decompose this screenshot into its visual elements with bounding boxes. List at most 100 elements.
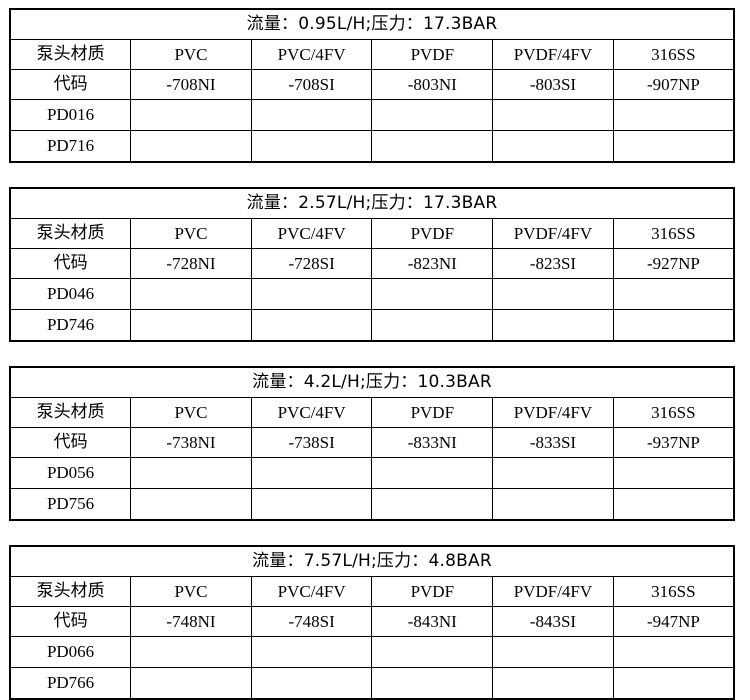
model-cell[interactable] (612, 99, 735, 131)
code-row-label: 代码 (9, 606, 132, 637)
model-cell[interactable] (250, 309, 373, 342)
model-label: PD016 (9, 99, 132, 131)
model-cell[interactable] (130, 278, 252, 310)
table-row: PD016 (9, 99, 735, 131)
table-row: PD746 (9, 309, 735, 342)
code-value: -748SI (250, 606, 373, 637)
model-cell[interactable] (250, 636, 373, 668)
code-value: -843NI (371, 606, 494, 637)
code-value: -843SI (492, 606, 614, 637)
header-material-pvdf: PVDF (371, 397, 494, 428)
spec-sheet-page: 流量：0.95L/H;压力：17.3BAR 泵头材质 PVC PVC/4FV P… (9, 8, 735, 700)
header-material-316ss: 316SS (612, 576, 735, 607)
model-cell[interactable] (492, 488, 614, 521)
header-material-316ss: 316SS (612, 218, 735, 249)
code-value: -708NI (130, 69, 252, 100)
model-cell[interactable] (130, 636, 252, 668)
model-cell[interactable] (371, 99, 494, 131)
header-material-pvdf: PVDF (371, 576, 494, 607)
model-cell[interactable] (492, 278, 614, 310)
header-material-pvc: PVC (130, 397, 252, 428)
code-value: -803SI (492, 69, 614, 100)
model-cell[interactable] (492, 309, 614, 342)
code-value: -823NI (371, 248, 494, 279)
model-cell[interactable] (492, 457, 614, 489)
header-material-316ss: 316SS (612, 39, 735, 70)
code-value: -833NI (371, 427, 494, 458)
code-value: -947NP (612, 606, 735, 637)
code-row-label: 代码 (9, 427, 132, 458)
table-title: 流量：0.95L/H;压力：17.3BAR (9, 8, 735, 40)
code-value: -728SI (250, 248, 373, 279)
model-cell[interactable] (371, 667, 494, 700)
header-material-pvdf-4fv: PVDF/4FV (492, 39, 614, 70)
table-code-row: 代码 -728NI -728SI -823NI -823SI -927NP (9, 248, 735, 279)
spec-table: 流量：0.95L/H;压力：17.3BAR 泵头材质 PVC PVC/4FV P… (9, 8, 735, 163)
model-label: PD066 (9, 636, 132, 668)
model-cell[interactable] (612, 457, 735, 489)
header-material-pvc: PVC (130, 39, 252, 70)
header-material-pvc-4fv: PVC/4FV (250, 576, 373, 607)
model-cell[interactable] (492, 130, 614, 163)
code-row-label: 代码 (9, 248, 132, 279)
model-cell[interactable] (371, 278, 494, 310)
table-code-row: 代码 -738NI -738SI -833NI -833SI -937NP (9, 427, 735, 458)
model-cell[interactable] (612, 636, 735, 668)
model-cell[interactable] (492, 636, 614, 668)
code-value: -927NP (612, 248, 735, 279)
model-cell[interactable] (250, 278, 373, 310)
header-material-pvc: PVC (130, 218, 252, 249)
code-value: -907NP (612, 69, 735, 100)
model-cell[interactable] (371, 457, 494, 489)
table-row: PD766 (9, 667, 735, 700)
model-cell[interactable] (492, 667, 614, 700)
code-value: -823SI (492, 248, 614, 279)
table-row: PD756 (9, 488, 735, 521)
model-cell[interactable] (130, 99, 252, 131)
model-cell[interactable] (371, 130, 494, 163)
code-value: -728NI (130, 248, 252, 279)
spec-table: 流量：2.57L/H;压力：17.3BAR 泵头材质 PVC PVC/4FV P… (9, 187, 735, 342)
table-title: 流量：4.2L/H;压力：10.3BAR (9, 366, 735, 398)
model-cell[interactable] (612, 309, 735, 342)
model-cell[interactable] (250, 488, 373, 521)
model-cell[interactable] (130, 457, 252, 489)
model-label: PD756 (9, 488, 132, 521)
model-label: PD766 (9, 667, 132, 700)
model-cell[interactable] (612, 130, 735, 163)
table-title: 流量：2.57L/H;压力：17.3BAR (9, 187, 735, 219)
model-cell[interactable] (130, 488, 252, 521)
table-header-row: 泵头材质 PVC PVC/4FV PVDF PVDF/4FV 316SS (9, 39, 735, 70)
header-material-316ss: 316SS (612, 397, 735, 428)
table-code-row: 代码 -708NI -708SI -803NI -803SI -907NP (9, 69, 735, 100)
model-cell[interactable] (250, 667, 373, 700)
model-cell[interactable] (130, 309, 252, 342)
table-code-row: 代码 -748NI -748SI -843NI -843SI -947NP (9, 606, 735, 637)
header-material-pvdf-4fv: PVDF/4FV (492, 218, 614, 249)
model-cell[interactable] (130, 130, 252, 163)
model-cell[interactable] (371, 488, 494, 521)
table-header-row: 泵头材质 PVC PVC/4FV PVDF PVDF/4FV 316SS (9, 397, 735, 428)
model-cell[interactable] (371, 636, 494, 668)
table-row: PD056 (9, 457, 735, 489)
header-material-label: 泵头材质 (9, 397, 132, 428)
table-row: PD046 (9, 278, 735, 310)
model-cell[interactable] (371, 309, 494, 342)
model-cell[interactable] (250, 99, 373, 131)
code-value: -708SI (250, 69, 373, 100)
model-cell[interactable] (612, 667, 735, 700)
table-header-row: 泵头材质 PVC PVC/4FV PVDF PVDF/4FV 316SS (9, 218, 735, 249)
model-cell[interactable] (612, 278, 735, 310)
model-cell[interactable] (250, 130, 373, 163)
header-material-pvc: PVC (130, 576, 252, 607)
model-cell[interactable] (130, 667, 252, 700)
table-title-row: 流量：4.2L/H;压力：10.3BAR (9, 366, 735, 398)
table-title: 流量：7.57L/H;压力：4.8BAR (9, 545, 735, 577)
code-value: -833SI (492, 427, 614, 458)
model-cell[interactable] (250, 457, 373, 489)
model-label: PD056 (9, 457, 132, 489)
header-material-pvdf: PVDF (371, 39, 494, 70)
model-cell[interactable] (612, 488, 735, 521)
code-row-label: 代码 (9, 69, 132, 100)
model-cell[interactable] (492, 99, 614, 131)
